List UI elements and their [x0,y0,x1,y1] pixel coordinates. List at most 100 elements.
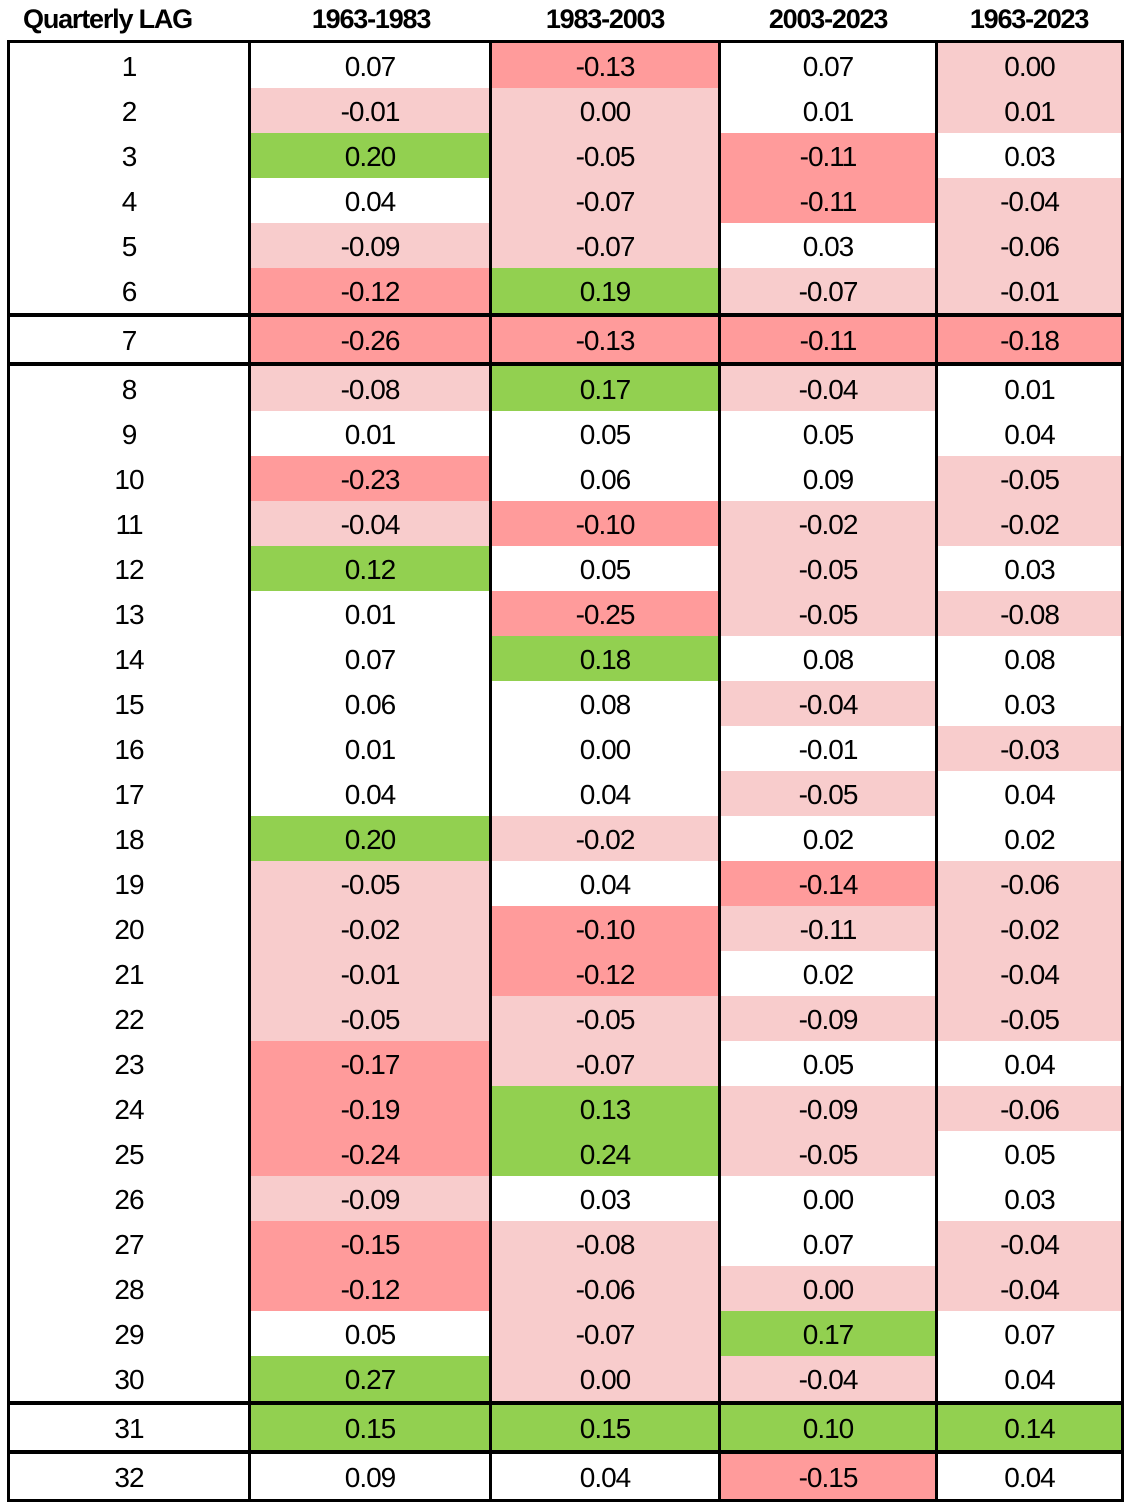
value-cell: -0.05 [492,996,721,1041]
lag-label: 20 [10,906,251,951]
table-row: 8 -0.08 0.17 -0.04 0.01 [10,362,1121,411]
value-cell: 0.04 [492,1454,721,1499]
value-cell: 0.06 [492,456,721,501]
table-row: 32 0.09 0.04 -0.15 0.04 [10,1450,1121,1499]
value-cell: -0.05 [721,771,938,816]
value-cell: 0.00 [938,43,1121,88]
table-row: 3 0.20 -0.05 -0.11 0.03 [10,133,1121,178]
value-cell: 0.08 [938,636,1121,681]
value-cell: -0.09 [721,996,938,1041]
table-row: 31 0.15 0.15 0.10 0.14 [10,1401,1121,1450]
value-cell: -0.01 [251,88,492,133]
value-cell: -0.24 [251,1131,492,1176]
value-cell: -0.13 [492,317,721,362]
value-cell: 0.04 [251,178,492,223]
lag-label: 2 [10,88,251,133]
value-cell: 0.04 [938,411,1121,456]
table-row: 19 -0.05 0.04 -0.14 -0.06 [10,861,1121,906]
table-row: 20 -0.02 -0.10 -0.11 -0.02 [10,906,1121,951]
table-row: 4 0.04 -0.07 -0.11 -0.04 [10,178,1121,223]
value-cell: 0.15 [492,1405,721,1450]
value-cell: 0.05 [492,411,721,456]
value-cell: -0.05 [492,133,721,178]
lag-label: 24 [10,1086,251,1131]
lag-label: 11 [10,501,251,546]
value-cell: -0.05 [721,591,938,636]
value-cell: -0.07 [492,223,721,268]
value-cell: 0.07 [721,1221,938,1266]
column-header-lag: Quarterly LAG [23,4,193,34]
value-cell: 0.17 [721,1311,938,1356]
value-cell: -0.05 [251,861,492,906]
lag-label: 32 [10,1454,251,1499]
value-cell: -0.06 [938,1086,1121,1131]
lag-label: 27 [10,1221,251,1266]
value-cell: 0.01 [251,411,492,456]
value-cell: -0.04 [938,1221,1121,1266]
value-cell: 0.18 [492,636,721,681]
lag-label: 30 [10,1356,251,1401]
lag-label: 16 [10,726,251,771]
table-row: 1 0.07 -0.13 0.07 0.00 [10,43,1121,88]
value-cell: 0.10 [721,1405,938,1450]
table-row: 26 -0.09 0.03 0.00 0.03 [10,1176,1121,1221]
value-cell: -0.15 [251,1221,492,1266]
value-cell: -0.05 [721,546,938,591]
value-cell: -0.05 [938,996,1121,1041]
value-cell: 0.20 [251,133,492,178]
value-cell: -0.07 [492,1041,721,1086]
value-cell: 0.03 [721,223,938,268]
value-cell: 0.03 [938,681,1121,726]
value-cell: 0.03 [492,1176,721,1221]
value-cell: 0.07 [251,43,492,88]
table-row: 9 0.01 0.05 0.05 0.04 [10,411,1121,456]
value-cell: -0.10 [492,501,721,546]
value-cell: -0.14 [721,861,938,906]
value-cell: -0.02 [938,906,1121,951]
lag-label: 31 [10,1405,251,1450]
value-cell: -0.17 [251,1041,492,1086]
value-cell: 0.08 [721,636,938,681]
table-row: 12 0.12 0.05 -0.05 0.03 [10,546,1121,591]
column-header-1963-2023: 1963-2023 [969,4,1090,34]
value-cell: -0.05 [938,456,1121,501]
value-cell: 0.07 [938,1311,1121,1356]
table-row: 16 0.01 0.00 -0.01 -0.03 [10,726,1121,771]
value-cell: -0.04 [938,178,1121,223]
table-header: Quarterly LAG 1963-1983 1983-2003 2003-2… [0,0,1132,40]
value-cell: -0.18 [938,317,1121,362]
table-row: 2 -0.01 0.00 0.01 0.01 [10,88,1121,133]
value-cell: -0.04 [721,681,938,726]
value-cell: 0.05 [721,411,938,456]
column-header-1963-1983: 1963-1983 [311,4,432,34]
value-cell: -0.02 [721,501,938,546]
table-row: 13 0.01 -0.25 -0.05 -0.08 [10,591,1121,636]
lag-label: 8 [10,366,251,411]
value-cell: 0.02 [938,816,1121,861]
value-cell: -0.01 [251,951,492,996]
value-cell: -0.04 [938,1266,1121,1311]
value-cell: -0.09 [251,1176,492,1221]
lag-label: 23 [10,1041,251,1086]
value-cell: 0.01 [251,726,492,771]
value-cell: 0.13 [492,1086,721,1131]
table-row: 24 -0.19 0.13 -0.09 -0.06 [10,1086,1121,1131]
value-cell: -0.02 [492,816,721,861]
value-cell: -0.01 [938,268,1121,313]
table-row: 29 0.05 -0.07 0.17 0.07 [10,1311,1121,1356]
value-cell: -0.11 [721,178,938,223]
column-header-1983-2003: 1983-2003 [545,4,666,34]
value-cell: -0.02 [251,906,492,951]
value-cell: 0.04 [938,1454,1121,1499]
value-cell: 0.15 [251,1405,492,1450]
value-cell: 0.00 [492,1356,721,1401]
value-cell: -0.06 [492,1266,721,1311]
value-cell: 0.07 [721,43,938,88]
value-cell: -0.06 [938,861,1121,906]
lag-label: 22 [10,996,251,1041]
value-cell: -0.05 [251,996,492,1041]
value-cell: 0.04 [938,1356,1121,1401]
table-row: 11 -0.04 -0.10 -0.02 -0.02 [10,501,1121,546]
value-cell: 0.17 [492,366,721,411]
value-cell: -0.07 [721,268,938,313]
